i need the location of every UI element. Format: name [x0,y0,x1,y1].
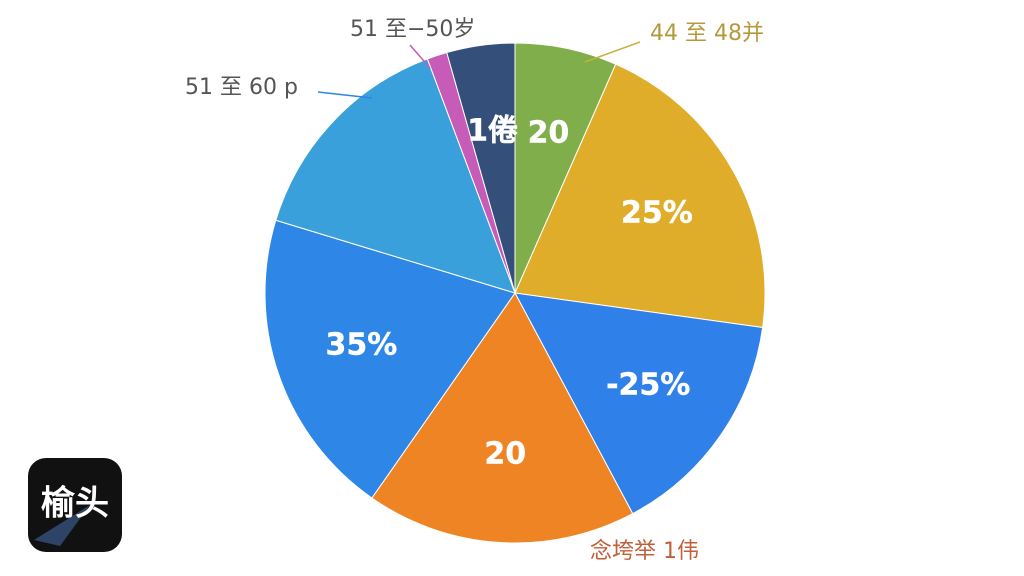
slice-label: 1倦 [467,114,518,149]
pie [264,42,766,544]
callout: 44 至 48并 [650,21,764,46]
callout: 51 至 60 p [185,75,298,100]
pie-slice [514,63,766,329]
slice-label: 35% [326,328,398,363]
callout: 念垮举 1伟 [590,539,699,564]
pie-slice [446,42,516,294]
leader-line [409,44,431,69]
pie-slice [514,292,764,515]
slice-labels: 20 25% -25% 20 35% 1倦 [325,113,693,472]
slice-label: -25% [606,368,690,403]
logo-accent [34,505,90,546]
slice-label: 25% [621,195,693,230]
leader-line [584,41,641,63]
pie-slice [275,58,516,294]
leader-line [317,91,373,99]
callout: 51 至−50岁 [350,17,475,42]
slice-label: 20 [484,437,526,472]
pie-slice [371,292,634,544]
pie-slice [264,219,516,499]
logo-text: 榆头 [41,484,109,524]
logo-box [28,458,122,552]
slice-label: 20 [528,115,570,150]
